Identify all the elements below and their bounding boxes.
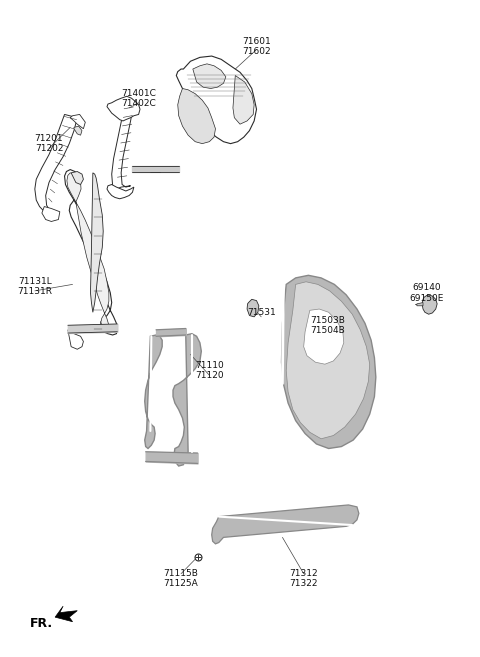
Polygon shape	[64, 170, 118, 335]
Polygon shape	[67, 173, 109, 331]
Text: 71601
71602: 71601 71602	[242, 37, 271, 56]
Polygon shape	[281, 275, 376, 449]
Text: 69140
69150E: 69140 69150E	[409, 283, 444, 302]
Polygon shape	[91, 173, 103, 312]
Polygon shape	[233, 76, 254, 124]
Polygon shape	[74, 126, 82, 135]
Polygon shape	[112, 102, 134, 189]
Text: 71201
71202: 71201 71202	[35, 134, 63, 153]
Text: 71115B
71125A: 71115B 71125A	[164, 568, 198, 588]
Polygon shape	[304, 309, 344, 364]
Polygon shape	[176, 56, 256, 144]
Polygon shape	[68, 330, 84, 350]
Polygon shape	[173, 334, 201, 466]
Polygon shape	[145, 335, 162, 449]
Polygon shape	[193, 64, 226, 89]
Polygon shape	[417, 303, 423, 306]
Polygon shape	[286, 282, 370, 439]
Polygon shape	[247, 300, 259, 317]
Polygon shape	[212, 505, 359, 544]
Text: 71503B
71504B: 71503B 71504B	[310, 315, 345, 335]
Polygon shape	[70, 114, 85, 129]
Text: 71312
71322: 71312 71322	[289, 568, 318, 588]
Text: 71131L
71131R: 71131L 71131R	[17, 277, 52, 296]
Polygon shape	[55, 606, 77, 622]
Polygon shape	[35, 114, 77, 217]
Text: 71110
71120: 71110 71120	[195, 361, 224, 380]
Polygon shape	[107, 185, 134, 199]
Polygon shape	[422, 295, 437, 314]
Text: 71401C
71402C: 71401C 71402C	[121, 89, 156, 108]
Polygon shape	[107, 97, 140, 121]
Text: 71531: 71531	[247, 307, 276, 317]
Text: FR.: FR.	[30, 617, 53, 630]
Polygon shape	[42, 206, 60, 221]
Polygon shape	[71, 171, 84, 185]
Polygon shape	[178, 89, 216, 144]
